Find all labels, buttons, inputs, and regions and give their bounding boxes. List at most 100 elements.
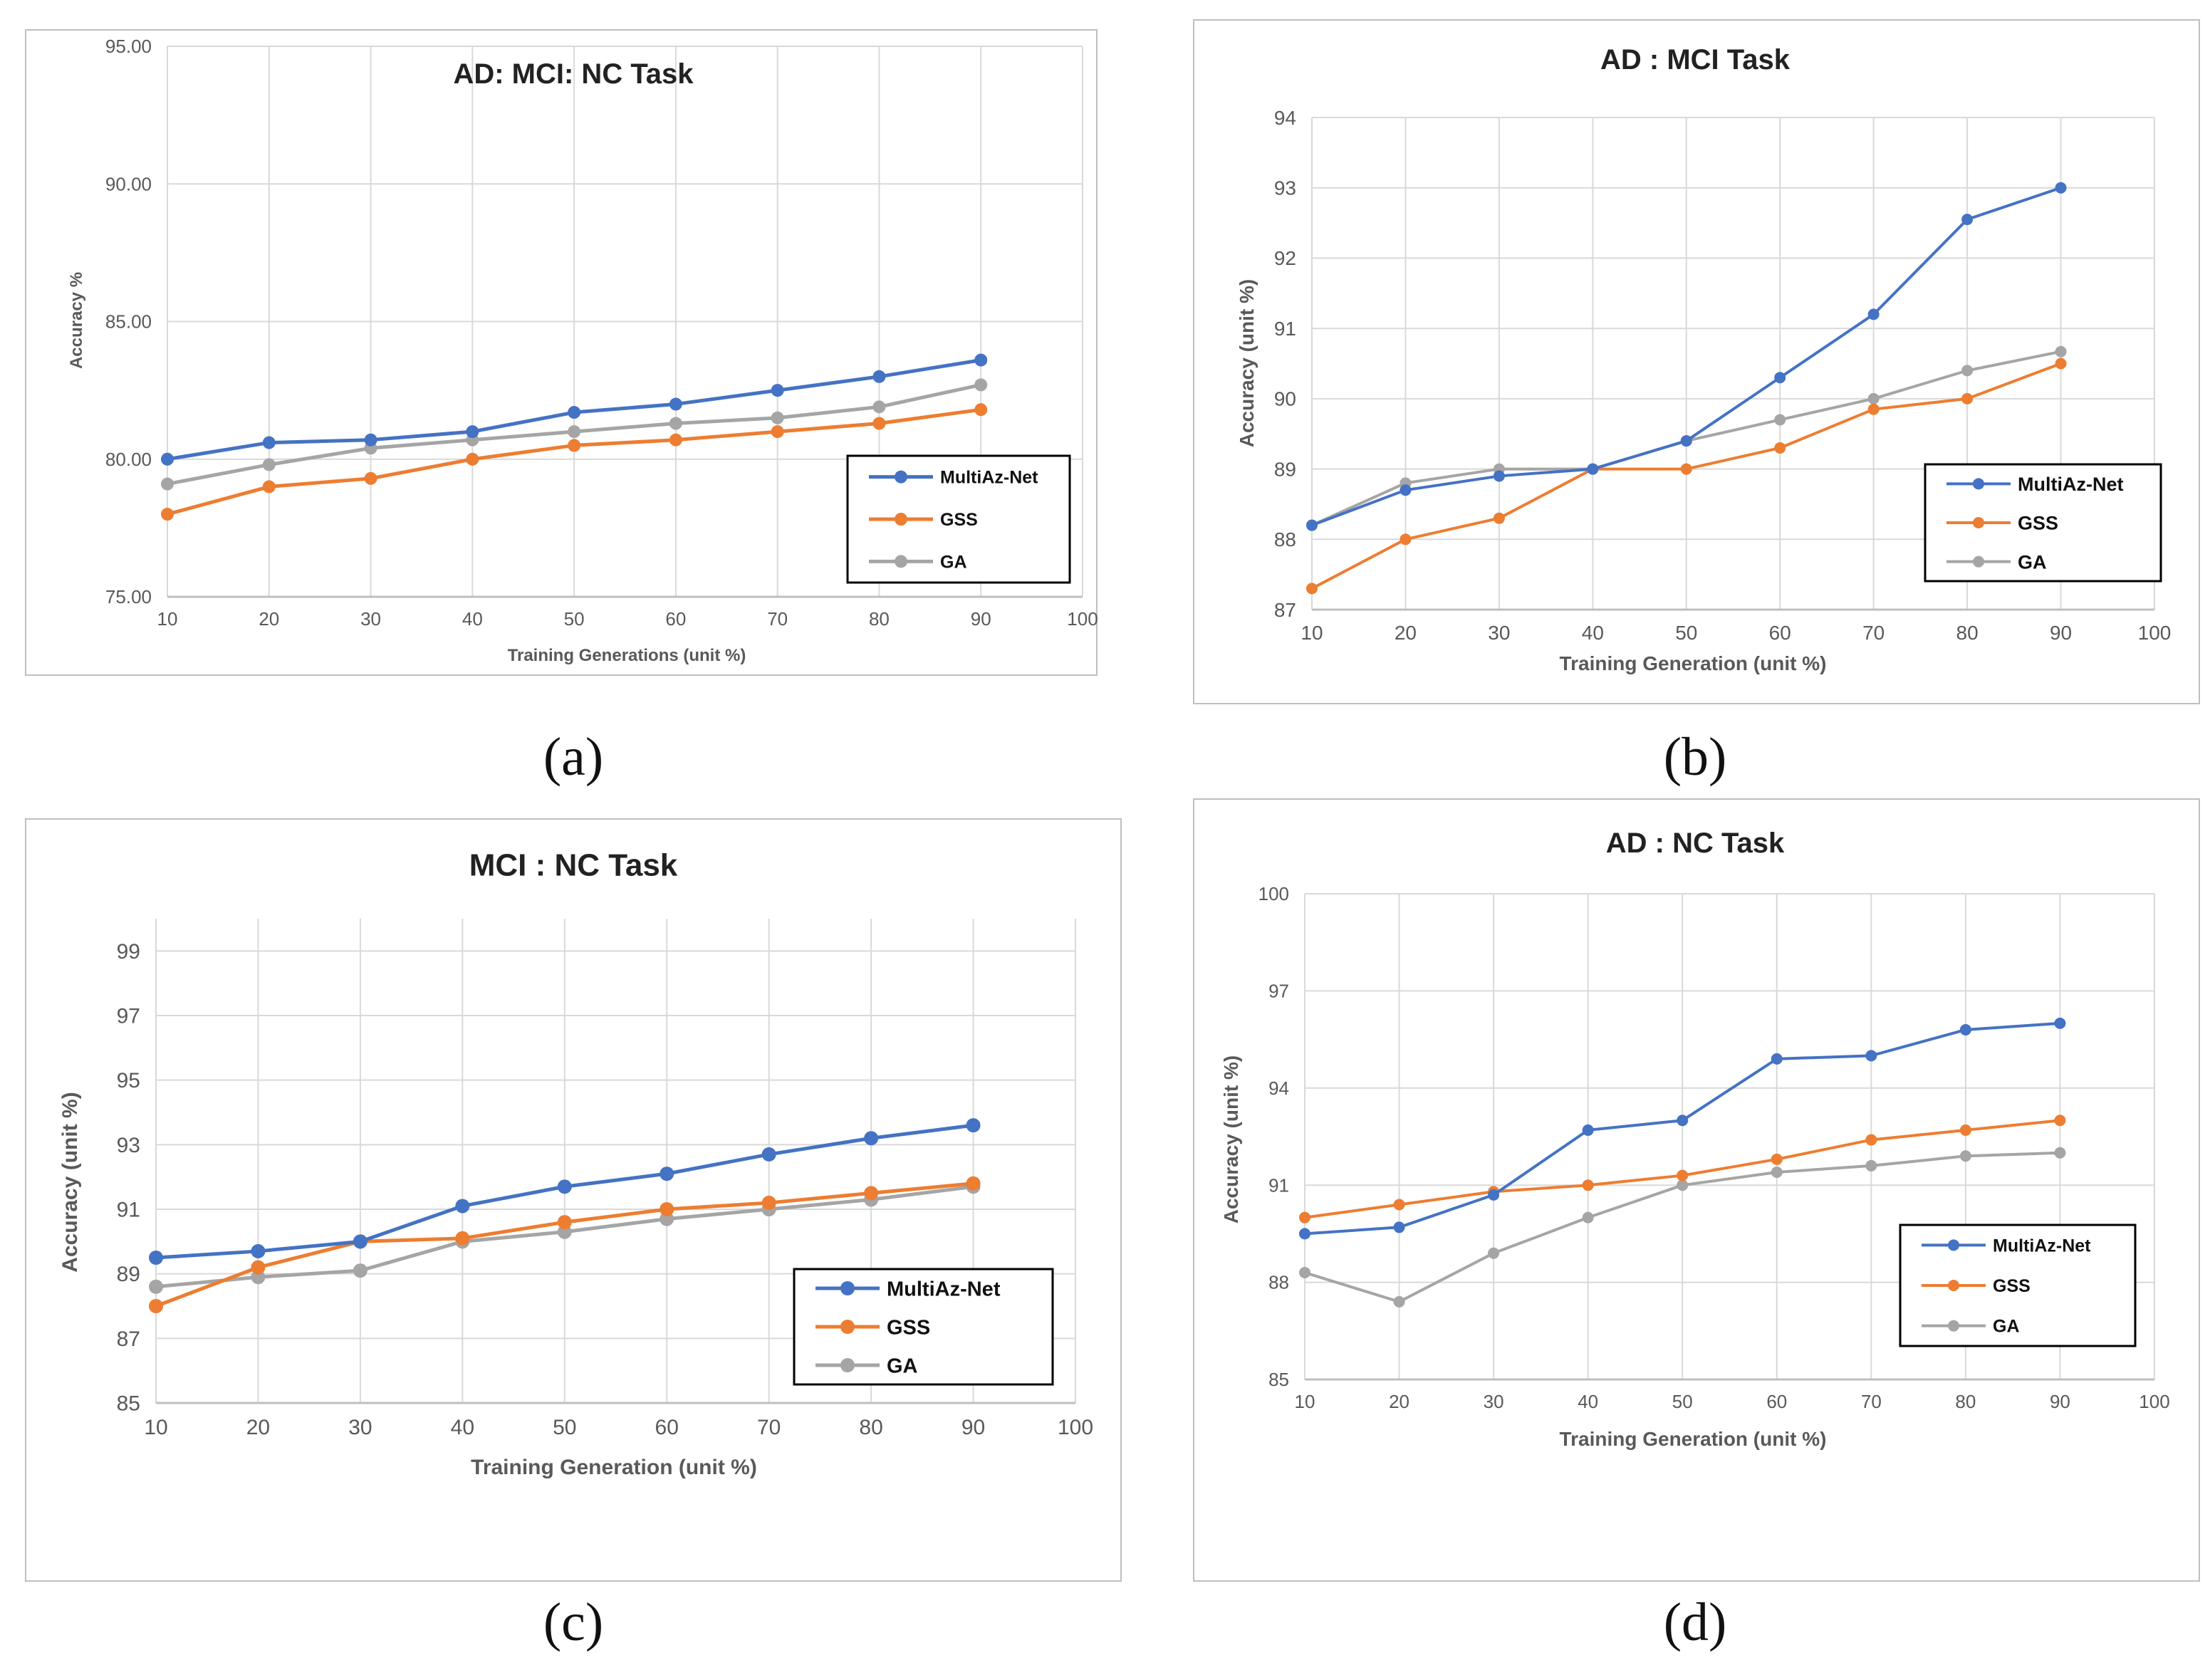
x-tick-label: 70 (767, 608, 788, 630)
data-point-multiaz-net (872, 370, 886, 383)
caption-c: (c) (543, 1592, 604, 1652)
data-point-ga (1865, 1159, 1877, 1172)
data-point-multiaz-net (1488, 1189, 1500, 1201)
x-tick-label: 10 (157, 608, 178, 630)
data-point-multiaz-net (1771, 1053, 1783, 1065)
x-tick-label: 40 (1578, 1391, 1598, 1412)
data-point-gss (660, 1202, 674, 1216)
data-point-gss (1306, 583, 1318, 595)
x-tick-label: 80 (1955, 1391, 1976, 1412)
y-tick-label: 90.00 (105, 173, 152, 194)
data-point-gss (669, 433, 682, 447)
x-tick-label: 40 (1582, 622, 1604, 644)
data-point-gss (1677, 1169, 1689, 1181)
x-tick-label: 50 (564, 608, 585, 630)
data-point-ga (1959, 1150, 1971, 1162)
x-tick-label: 20 (1389, 1391, 1409, 1412)
x-tick-label: 50 (1672, 1391, 1693, 1412)
data-point-multiaz-net (1393, 1221, 1405, 1233)
data-point-ga (2054, 1147, 2066, 1159)
data-point-multiaz-net (669, 397, 682, 411)
data-point-ga (771, 411, 784, 424)
y-tick-label: 95.00 (105, 36, 152, 57)
legend-label: MultiAz-Net (2018, 474, 2123, 495)
caption-d: (d) (1663, 1592, 1727, 1652)
y-tick-label: 87 (117, 1327, 140, 1351)
chart-title: AD: MCI: NC Task (453, 58, 694, 90)
y-tick-label: 89 (1274, 458, 1296, 480)
legend-swatch-marker (1948, 1320, 1959, 1332)
y-axis-label: Accuracy % (67, 272, 86, 369)
x-tick-label: 60 (655, 1416, 679, 1439)
data-point-gss (455, 1231, 470, 1246)
data-point-multiaz-net (1677, 1115, 1689, 1127)
data-point-gss (864, 1186, 879, 1201)
y-axis-label: Accuracy (unit %) (1236, 279, 1258, 448)
data-point-multiaz-net (974, 353, 988, 367)
legend-label: MultiAz-Net (887, 1278, 1001, 1300)
legend-label: GSS (940, 510, 978, 530)
legend-swatch-marker (895, 470, 907, 484)
legend-swatch-marker (1973, 478, 1984, 490)
data-point-gss (557, 1215, 572, 1230)
data-point-gss (1771, 1153, 1783, 1165)
y-tick-label: 85 (117, 1392, 140, 1416)
data-point-ga (1299, 1266, 1310, 1278)
data-point-multiaz-net (149, 1251, 163, 1265)
data-point-multiaz-net (761, 1147, 776, 1162)
data-point-gss (1959, 1124, 1971, 1136)
y-tick-label: 93 (1274, 177, 1296, 199)
legend-label: GA (1993, 1317, 2020, 1337)
data-point-gss (1299, 1211, 1310, 1224)
x-tick-label: 30 (348, 1416, 372, 1439)
x-tick-label: 80 (859, 1416, 882, 1439)
caption-b: (b) (1663, 727, 1727, 787)
y-tick-label: 88 (1268, 1272, 1289, 1293)
legend-label: GA (887, 1355, 918, 1377)
legend-label: GSS (1993, 1276, 2031, 1296)
y-tick-label: 91 (117, 1199, 140, 1222)
data-point-multiaz-net (1961, 214, 1974, 226)
data-point-gss (1865, 1134, 1877, 1146)
chart-panel-4: 10 20 30 40 50 60 70 80 90 100 85 88 91 94 97 100 AD : N… (1193, 798, 2200, 1582)
chart-panel-2: 10 20 30 40 50 60 70 80 90 100 87 88 89 90 91 92 93 94 AD … (1193, 19, 2200, 704)
data-point-gss (1400, 533, 1412, 546)
legend: MultiAz-Net GSS GA (793, 1268, 1054, 1386)
legend-swatch-marker (1973, 517, 1984, 528)
data-point-multiaz-net (966, 1118, 981, 1133)
data-point-ga (1774, 414, 1786, 426)
data-point-multiaz-net (161, 452, 174, 466)
data-point-ga (262, 458, 276, 471)
legend-swatch-marker (840, 1320, 855, 1334)
data-point-gss (1393, 1199, 1405, 1211)
legend: MultiAz-Net GSS GA (846, 454, 1071, 584)
legend-swatch-marker (1948, 1280, 1959, 1291)
data-point-multiaz-net (1865, 1050, 1877, 1062)
x-tick-label: 90 (971, 608, 991, 630)
y-tick-label: 85.00 (105, 311, 152, 333)
x-tick-label: 20 (1395, 622, 1417, 644)
data-point-multiaz-net (1587, 463, 1599, 475)
data-point-gss (568, 439, 581, 452)
x-tick-label: 60 (665, 608, 686, 630)
data-point-gss (466, 452, 479, 466)
x-tick-label: 70 (1861, 1391, 1882, 1412)
data-point-multiaz-net (771, 384, 784, 397)
data-point-ga (2055, 345, 2067, 358)
x-tick-label: 60 (1769, 622, 1791, 644)
legend-swatch-marker (840, 1358, 855, 1372)
chart-title: AD : NC Task (1606, 828, 1785, 859)
x-tick-label: 60 (1766, 1391, 1787, 1412)
data-point-multiaz-net (1959, 1023, 1971, 1035)
data-point-multiaz-net (568, 406, 581, 419)
x-tick-label: 70 (1862, 622, 1885, 644)
data-point-multiaz-net (364, 433, 377, 447)
y-tick-label: 94 (1274, 107, 1296, 129)
y-tick-label: 97 (117, 1005, 140, 1028)
data-point-gss (2055, 358, 2067, 370)
legend-label: GSS (2018, 513, 2058, 534)
x-tick-label: 10 (144, 1416, 167, 1439)
caption-a: (a) (543, 727, 604, 787)
chart-title: MCI : NC Task (469, 847, 678, 882)
legend-label: MultiAz-Net (940, 468, 1038, 488)
